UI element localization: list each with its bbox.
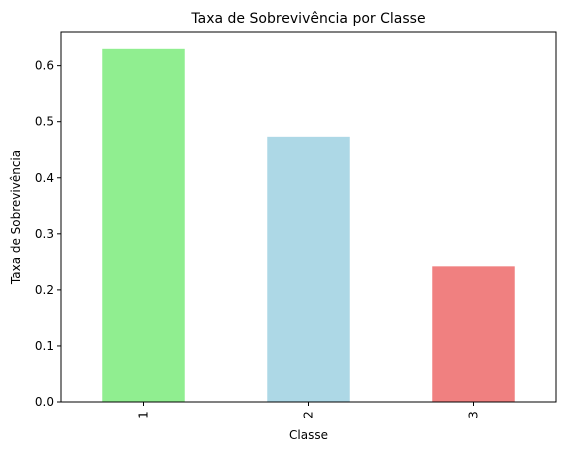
- x-tick-label: 3: [467, 411, 481, 419]
- y-tick-label: 0.2: [35, 283, 54, 297]
- y-tick-label: 0.6: [35, 59, 54, 73]
- y-axis-label: Taxa de Sobrevivência: [9, 150, 23, 285]
- y-tick-label: 0.1: [35, 339, 54, 353]
- x-axis-ticks: 1 2 3: [137, 402, 481, 419]
- y-tick-label: 0.5: [35, 115, 54, 129]
- y-tick-label: 0.0: [35, 395, 54, 409]
- x-tick-label: 1: [137, 411, 151, 419]
- bar-class-1: [102, 48, 185, 403]
- y-axis-ticks: 0.0 0.1 0.2 0.3 0.4 0.5 0.6: [35, 59, 61, 409]
- y-tick-label: 0.3: [35, 227, 54, 241]
- bar-class-2: [267, 136, 350, 403]
- x-tick-label: 2: [302, 411, 316, 419]
- x-axis-label: Classe: [289, 428, 328, 442]
- chart-title: Taxa de Sobrevivência por Classe: [190, 11, 425, 27]
- bar-class-3: [432, 266, 515, 402]
- y-tick-label: 0.4: [35, 171, 54, 185]
- bars-group: [102, 48, 515, 403]
